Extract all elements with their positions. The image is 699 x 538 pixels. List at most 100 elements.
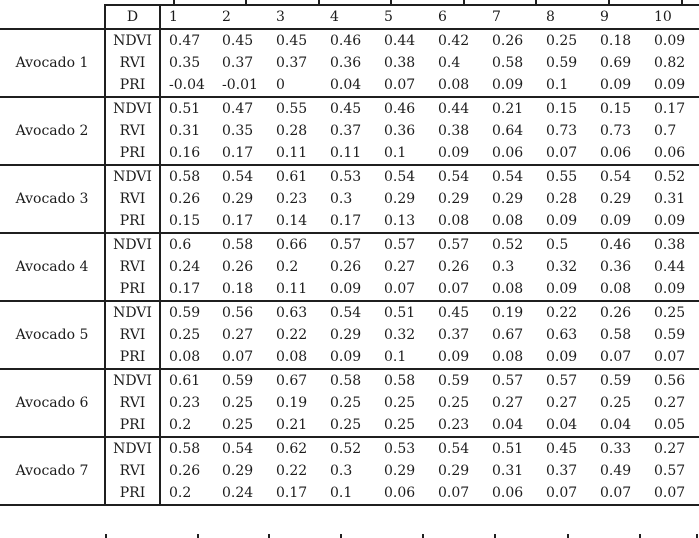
value-cell: 0.27 [222, 327, 254, 343]
table-row: PRI 0.2 0.25 0.21 0.25 0.25 0.23 0.04 0.04 0.04 0.… [0, 414, 699, 437]
value-cell: 0.63 [276, 305, 308, 321]
value-cell: 0.07 [546, 145, 578, 161]
table-row: RVI 0.24 0.26 0.2 0.26 0.27 0.26 0.3 0.32 0.36 0.4… [0, 256, 699, 278]
value-cell: 0.27 [492, 395, 524, 411]
avocado-group: Avocado 7 NDVI 0.58 0.54 0.62 0.52 0.53 0.54 0.5… [0, 437, 699, 505]
value-cell: 0.17 [222, 145, 254, 161]
header-row: D 1 2 3 4 5 6 7 8 9 10 [0, 4, 699, 30]
value-cell: 0.29 [600, 191, 632, 207]
value-cell: 0.55 [276, 101, 308, 117]
row-index-cell: RVI [104, 256, 160, 278]
value-cell: 0.2 [276, 259, 299, 275]
value-cell: 0.35 [159, 52, 214, 74]
value-cell: 0.54 [222, 169, 254, 185]
crop-artifact-tick [567, 534, 569, 538]
value-cell: 0.4 [438, 55, 461, 71]
row-index-cell: PRI [104, 142, 160, 165]
value-cell: 0.15 [159, 210, 214, 233]
crop-artifact-tick [245, 0, 247, 4]
value-cell: 0.56 [654, 373, 686, 389]
crop-artifact-tick [535, 0, 537, 4]
value-cell: 0.09 [654, 77, 686, 93]
value-cell: 0.52 [654, 169, 686, 185]
value-cell: 0.2 [159, 414, 214, 437]
value-cell: 0.47 [222, 101, 254, 117]
value-cell: 0.3 [330, 463, 353, 479]
value-cell: 0.09 [654, 33, 686, 49]
value-cell: 0.25 [384, 395, 416, 411]
value-cell: 0.46 [384, 101, 416, 117]
value-cell: 0.26 [159, 460, 214, 482]
value-cell: 0.17 [330, 213, 362, 229]
value-cell: 0.54 [492, 169, 524, 185]
value-cell: 0.08 [159, 346, 214, 369]
value-cell: 0.58 [600, 327, 632, 343]
value-cell: 0.59 [654, 327, 686, 343]
column-header-day: 4 [322, 4, 376, 30]
value-cell: 0.11 [276, 281, 308, 297]
row-index-cell: NDVI [104, 165, 160, 188]
value-cell: 0.38 [384, 55, 416, 71]
column-header-day: 6 [430, 4, 484, 30]
value-cell: 0.23 [159, 392, 214, 414]
value-cell: 0.32 [546, 259, 578, 275]
table-row: Avocado 5 NDVI 0.59 0.56 0.63 0.54 0.51 0.45 0.1… [0, 301, 699, 343]
value-cell: 0.44 [384, 33, 416, 49]
value-cell: 0.15 [600, 101, 632, 117]
value-cell: 0.28 [546, 191, 578, 207]
value-cell: 0.56 [222, 305, 254, 321]
value-cell: 0.58 [330, 373, 362, 389]
value-cell: 0.59 [546, 55, 578, 71]
value-cell: 0.45 [546, 441, 578, 457]
value-cell: 0.27 [654, 441, 686, 457]
value-cell: 0.47 [159, 29, 214, 52]
value-cell: 0.59 [222, 373, 254, 389]
value-cell: 0.52 [492, 237, 524, 253]
value-cell: 0.09 [654, 281, 686, 297]
crop-artifact-tick [681, 0, 683, 4]
value-cell: 0.37 [330, 123, 362, 139]
value-cell: 0.26 [438, 259, 470, 275]
value-cell: 0.09 [546, 281, 578, 297]
value-cell: 0.18 [222, 281, 254, 297]
table-corner-cell [0, 5, 105, 30]
value-cell: 0.08 [438, 77, 470, 93]
value-cell: 0.22 [546, 305, 578, 321]
column-header-day: 7 [484, 4, 538, 30]
value-cell: 0.37 [276, 55, 308, 71]
value-cell: 0.31 [492, 463, 524, 479]
column-header-day: 5 [376, 4, 430, 30]
table-row: RVI 0.25 0.27 0.22 0.29 0.32 0.37 0.67 0.63 0.58 0… [0, 324, 699, 346]
value-cell: -0.01 [222, 77, 258, 93]
value-cell: 0.54 [438, 441, 470, 457]
value-cell: 0.26 [159, 188, 214, 210]
value-cell: 0.14 [276, 213, 308, 229]
value-cell: 0.54 [438, 169, 470, 185]
value-cell: 0.25 [546, 33, 578, 49]
crop-artifact-tick [197, 534, 199, 538]
row-index-cell: RVI [104, 460, 160, 482]
value-cell: 0.53 [330, 169, 362, 185]
value-cell: 0.09 [492, 77, 524, 93]
table-row: RVI 0.31 0.35 0.28 0.37 0.36 0.38 0.64 0.73 0.73 0… [0, 120, 699, 142]
table-row: Avocado 2 NDVI 0.51 0.47 0.55 0.45 0.46 0.44 0.2… [0, 97, 699, 139]
value-cell: 0.07 [222, 349, 254, 365]
value-cell: 0.25 [330, 417, 362, 433]
value-cell: 0.45 [276, 33, 308, 49]
row-index-cell: RVI [104, 120, 160, 142]
value-cell: 0.26 [492, 33, 524, 49]
value-cell: 0.49 [600, 463, 632, 479]
value-cell: 0.09 [600, 213, 632, 229]
value-cell: 0.23 [276, 191, 308, 207]
table-row: RVI 0.26 0.29 0.23 0.3 0.29 0.29 0.29 0.28 0.29 0.… [0, 188, 699, 210]
table-row: RVI 0.26 0.29 0.22 0.3 0.29 0.29 0.31 0.37 0.49 0.… [0, 460, 699, 482]
value-cell: 0.07 [600, 349, 632, 365]
row-index-cell: RVI [104, 188, 160, 210]
value-cell: 0.09 [330, 281, 362, 297]
value-cell: 0.05 [654, 417, 686, 433]
table-row: Avocado 7 NDVI 0.58 0.54 0.62 0.52 0.53 0.54 0.5… [0, 437, 699, 479]
value-cell: 0.25 [222, 395, 254, 411]
column-header-d: D [104, 4, 160, 30]
row-index-cell: RVI [104, 52, 160, 74]
value-cell: 0.11 [330, 145, 362, 161]
